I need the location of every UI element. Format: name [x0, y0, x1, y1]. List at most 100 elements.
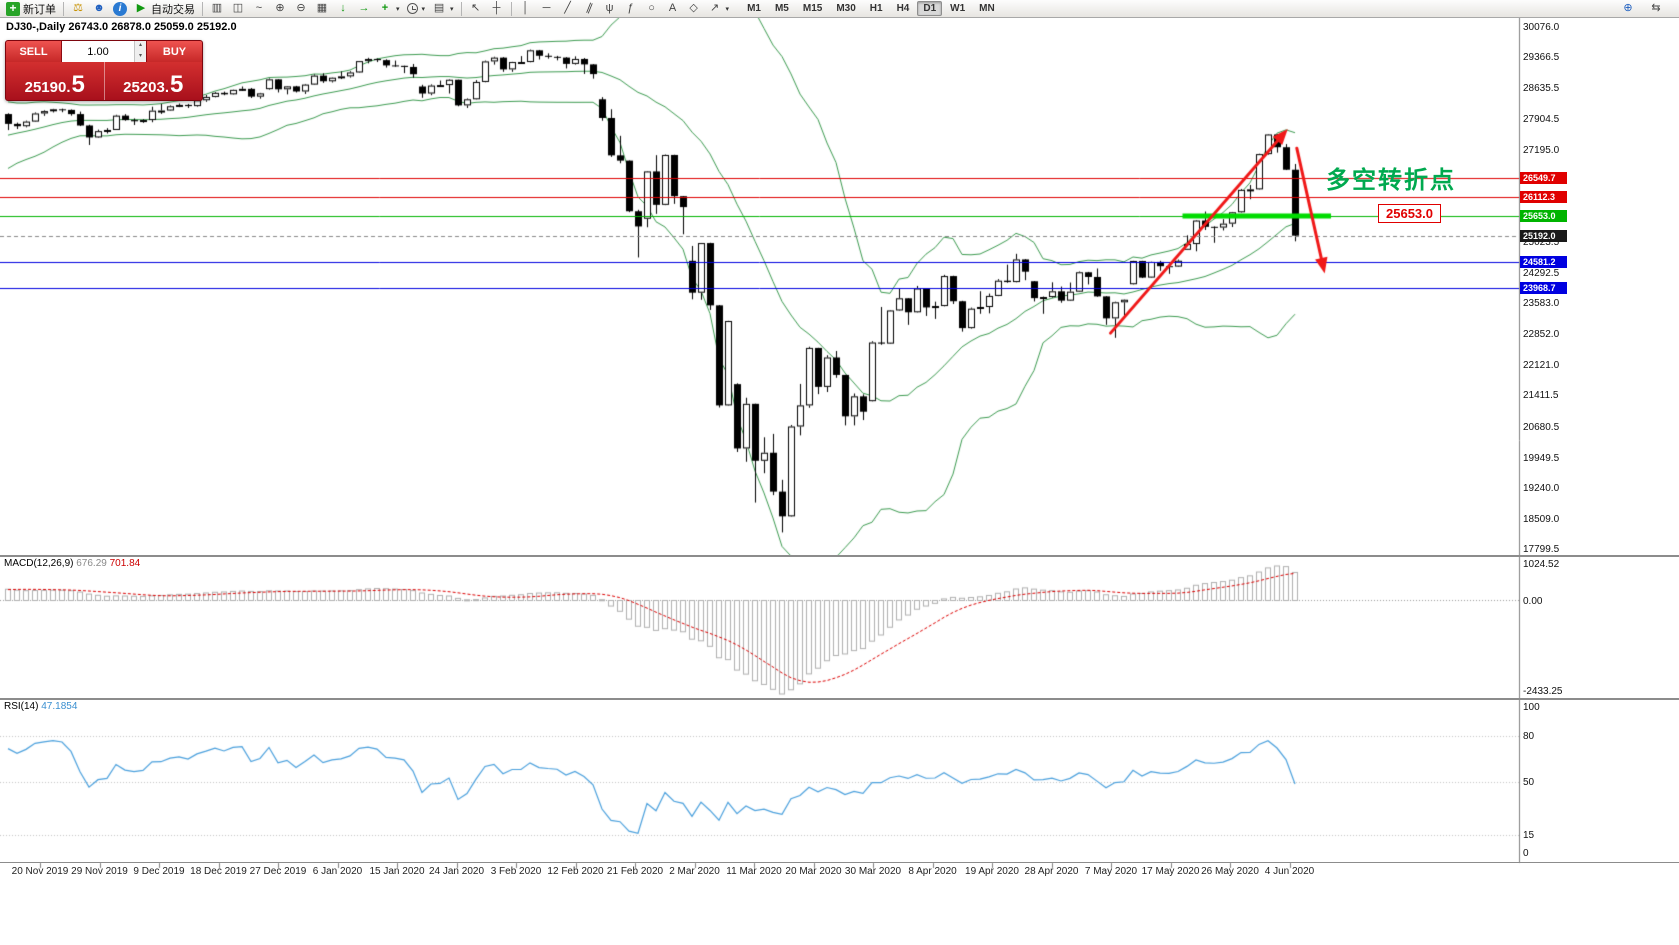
sell-price[interactable]: 25190. 5: [6, 62, 105, 100]
lot-decrease-button[interactable]: ▾: [135, 51, 146, 62]
new-order-icon: +: [6, 1, 20, 16]
autotrade-label: 自动交易: [151, 3, 195, 16]
timeframe-bar: M1 M5 M15 M30 H1 H4 D1 W1 MN: [741, 1, 1001, 16]
navigator-button[interactable]: ⇆: [1646, 1, 1666, 17]
channel-button[interactable]: ∥: [579, 1, 599, 17]
timeframe-W1[interactable]: W1: [950, 3, 966, 14]
trade-prices-row: 25190. 5 25203. 5: [6, 62, 202, 100]
channel-icon: ∥: [584, 0, 594, 15]
new-order-button[interactable]: + 新订单: [3, 1, 59, 17]
info-icon: i: [113, 1, 127, 16]
timeframe-H1[interactable]: H1: [869, 3, 883, 14]
timeframe-D1[interactable]: D1: [917, 1, 943, 16]
date-axis-separator: [0, 862, 1679, 863]
timeframe-H4[interactable]: H4: [896, 3, 910, 14]
new-order-label: 新订单: [23, 3, 56, 16]
autotrade-play-icon: ▶: [136, 1, 146, 14]
price-callout[interactable]: 25653.0: [1378, 204, 1441, 223]
person-icon: ☻: [93, 1, 105, 14]
trendline-icon: ╱: [564, 1, 571, 14]
rsi-panel-separator[interactable]: [0, 698, 1679, 700]
info-button[interactable]: i: [110, 1, 130, 17]
text-button[interactable]: A: [663, 1, 683, 17]
lot-size-field: ▴ ▾: [62, 41, 146, 62]
trendline-button[interactable]: ╱: [558, 1, 578, 17]
autotrade-button[interactable]: ▶ 自动交易: [131, 1, 198, 17]
search-zoom-button[interactable]: ⊕: [1618, 1, 1638, 17]
chart-shift-icon: →: [358, 1, 370, 14]
label-button[interactable]: ◇: [684, 1, 704, 17]
zoom-in-button[interactable]: ⊕: [270, 1, 290, 17]
timeframe-M5[interactable]: M5: [774, 3, 789, 14]
annotation-text[interactable]: 多空转折点: [1326, 167, 1456, 194]
tile-windows-button[interactable]: ▦: [312, 1, 332, 17]
swap-arrows-icon: ⇆: [1651, 1, 1661, 14]
arrows-tool-button[interactable]: ↗ ▾: [705, 1, 733, 17]
clock-icon: [406, 3, 418, 14]
pitchfork-icon: ψ: [605, 1, 614, 14]
cursor-button[interactable]: ↖: [466, 1, 486, 17]
vertical-line-icon: │: [522, 1, 529, 14]
periods-button[interactable]: ▾: [404, 1, 429, 17]
toolbar-separator: [63, 1, 64, 16]
tile-windows-icon: ▦: [316, 1, 328, 14]
line-chart-button[interactable]: ~: [249, 1, 269, 17]
arrow-tool-icon: ↗: [709, 1, 720, 14]
lot-spinner: ▴ ▾: [134, 41, 146, 62]
horizontal-line-icon: ─: [542, 1, 551, 14]
crosshair-button[interactable]: ┼: [487, 1, 507, 17]
toolbar: + 新订单 ⚖ ☻ i ▶ 自动交易 ▥ ◫ ~ ⊕ ⊖ ▦ ↓ → + ▾ ▾ …: [0, 0, 1679, 18]
timeframe-M30[interactable]: M30: [836, 3, 856, 14]
crosshair-icon: ┼: [492, 1, 501, 14]
trade-buttons-row: SELL ▴ ▾ BUY: [6, 41, 202, 62]
line-chart-icon: ~: [255, 1, 263, 14]
chart-canvas[interactable]: [0, 18, 1679, 945]
dropdown-arrow-icon: ▾: [450, 5, 454, 13]
vertical-line-button[interactable]: │: [516, 1, 536, 17]
dropdown-arrow-icon: ▾: [725, 5, 730, 13]
horizontal-line-button[interactable]: ─: [537, 1, 557, 17]
auto-scroll-button[interactable]: ↓: [333, 1, 353, 17]
lot-increase-button[interactable]: ▴: [135, 41, 146, 52]
sell-button[interactable]: SELL: [6, 41, 62, 62]
candlestick-icon: ◫: [232, 1, 244, 14]
toolbar-separator: [460, 1, 462, 16]
indicators-plus-icon: +: [381, 1, 389, 14]
magnifier-icon: ⊕: [1623, 1, 1633, 14]
dropdown-arrow-icon: ▾: [421, 5, 426, 13]
zoom-out-icon: ⊖: [296, 1, 306, 14]
bar-chart-button[interactable]: ▥: [207, 1, 227, 17]
scales-icon: ⚖: [73, 1, 83, 14]
fibonacci-button[interactable]: ƒ: [621, 1, 641, 17]
shapes-icon: ○: [648, 1, 655, 14]
timeframe-M15[interactable]: M15: [802, 3, 823, 14]
zoom-out-button[interactable]: ⊖: [291, 1, 311, 17]
zoom-in-icon: ⊕: [275, 1, 285, 14]
bar-chart-icon: ▥: [211, 1, 223, 14]
timeframe-MN[interactable]: MN: [979, 3, 995, 14]
text-icon: A: [668, 1, 677, 14]
dropdown-arrow-icon: ▾: [396, 5, 400, 13]
signals-button[interactable]: ☻: [89, 1, 109, 17]
shapes-button[interactable]: ○: [642, 1, 662, 17]
balance-button[interactable]: ⚖: [68, 1, 88, 17]
chart-shift-button[interactable]: →: [354, 1, 374, 17]
pitchfork-button[interactable]: ψ: [600, 1, 620, 17]
fibonacci-icon: ƒ: [627, 1, 634, 14]
timeframe-M1[interactable]: M1: [747, 3, 761, 14]
indicators-button[interactable]: + ▾: [375, 1, 403, 17]
buy-price[interactable]: 25203. 5: [123, 70, 184, 98]
cursor-icon: ↖: [470, 1, 481, 14]
toolbar-right-group: ⊕ ⇆: [1618, 1, 1676, 17]
one-click-trading-panel: SELL ▴ ▾ BUY 25190.5 25203.5: [5, 40, 203, 101]
template-icon: ▤: [433, 1, 445, 14]
auto-scroll-icon: ↓: [340, 1, 346, 14]
label-icon: ◇: [689, 1, 698, 14]
templates-button[interactable]: ▤ ▾: [429, 1, 457, 17]
macd-panel-separator[interactable]: [0, 555, 1679, 557]
lot-input[interactable]: [62, 41, 134, 62]
candlestick-chart-button[interactable]: ◫: [228, 1, 248, 17]
toolbar-separator: [202, 1, 203, 16]
buy-button[interactable]: BUY: [146, 41, 202, 62]
